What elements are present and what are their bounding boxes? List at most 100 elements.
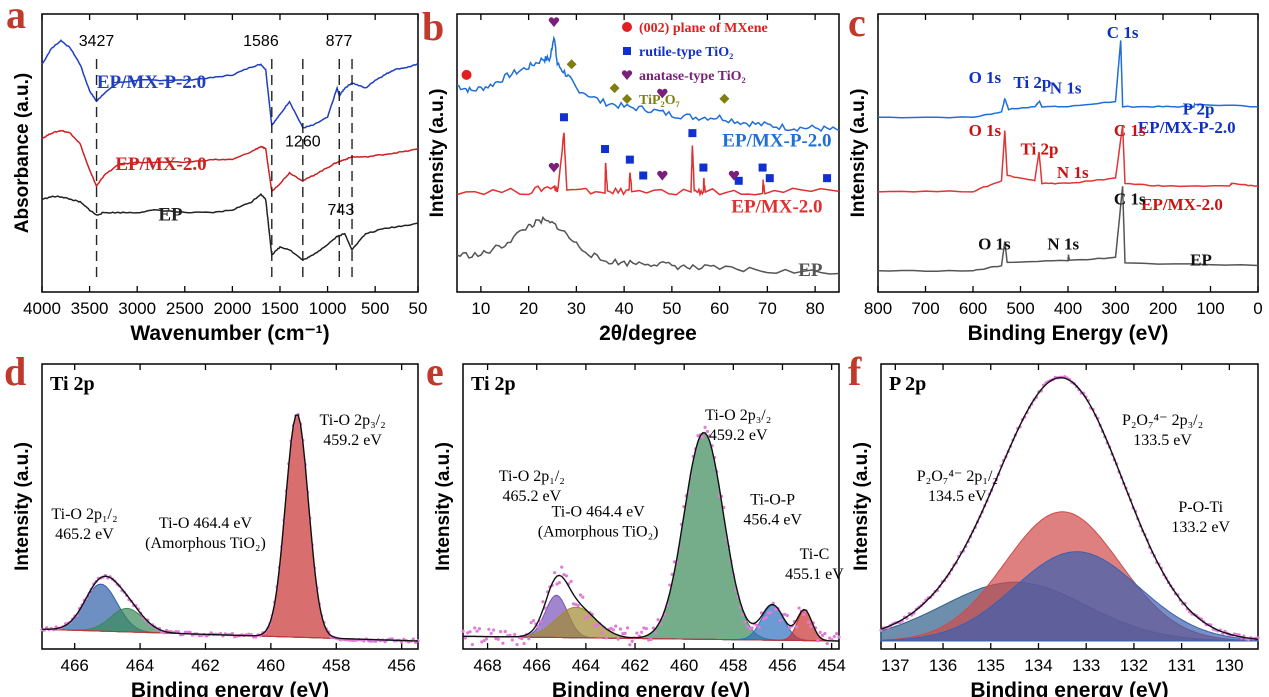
raw-data-point — [708, 434, 712, 438]
raw-data-point — [832, 634, 836, 639]
peak-label: Ti-O 464.4 eV — [552, 503, 646, 520]
x-tick-label: 0 — [1253, 299, 1262, 318]
square-marker — [688, 129, 697, 138]
panel-title: Ti 2p — [471, 373, 516, 395]
x-tick-label: 2000 — [213, 299, 251, 318]
raw-data-point — [527, 637, 531, 641]
x-tick-label: 137 — [881, 656, 909, 675]
x-tick-label: 700 — [911, 299, 939, 318]
raw-data-point — [757, 625, 761, 629]
raw-data-point — [795, 625, 799, 629]
peak-label: 459.2 eV — [709, 427, 768, 444]
peak-annotation: O 1s — [978, 235, 1011, 254]
raw-data-point — [482, 639, 486, 643]
raw-data-point — [564, 574, 569, 578]
series-line — [456, 132, 840, 197]
x-tick-label: 132 — [1120, 656, 1148, 675]
x-tick-label: 134 — [1024, 656, 1052, 675]
raw-data-point — [230, 632, 234, 636]
x-tick-label: 70 — [758, 299, 777, 318]
raw-data-point — [473, 626, 477, 630]
x-tick-label: 3500 — [71, 299, 109, 318]
diamond-marker — [719, 93, 730, 104]
raw-data-point — [649, 637, 653, 642]
plot-frame — [462, 363, 840, 650]
raw-data-point — [555, 582, 559, 586]
peak-annotation: EP/MX-2.0 — [1141, 195, 1223, 214]
raw-data-point — [828, 636, 832, 640]
peak-label: 465.2 eV — [502, 488, 561, 505]
raw-data-point — [806, 620, 811, 624]
x-tick-label: 30 — [567, 299, 586, 318]
peak-annotation: P 2p — [1183, 100, 1215, 119]
raw-data-point — [656, 618, 660, 622]
x-tick-label: 2500 — [166, 299, 204, 318]
x-tick-label: 500 — [1006, 299, 1034, 318]
x-axis-title: Wavenumber (cm⁻¹) — [130, 322, 329, 345]
peak-label: Ti-O 2p₁/₂ — [51, 506, 117, 523]
peak-label: Ti-C — [800, 546, 830, 563]
square-marker — [765, 174, 774, 183]
x-tick-label: 454 — [817, 656, 845, 675]
raw-data-point — [623, 631, 627, 635]
raw-data-point — [553, 571, 557, 575]
raw-data-point — [621, 632, 625, 636]
legend-entry: TiP₂O₇ — [639, 93, 680, 108]
peak-label: Ti-O 2p₁/₂ — [499, 468, 565, 485]
plot-frame — [41, 363, 419, 650]
square-marker — [734, 176, 743, 185]
diamond-marker — [622, 94, 632, 104]
raw-data-point — [362, 639, 366, 643]
raw-data-point — [616, 637, 620, 641]
peak-label: P-O-Ti — [1178, 499, 1223, 516]
panel-d: 466 464 462 460 458 456 Binding energy (eV) Int… — [4, 349, 420, 697]
peak-label: 133.5 eV — [1133, 432, 1192, 449]
raw-data-point — [750, 626, 754, 630]
series-line — [877, 40, 1258, 119]
series-line — [456, 35, 840, 133]
raw-data-point — [562, 573, 566, 577]
raw-data-point — [640, 630, 644, 634]
raw-data-point — [820, 633, 825, 638]
peak-label: 133.2 eV — [1171, 519, 1230, 536]
peak-annotation: N 1s — [1057, 163, 1089, 182]
raw-data-point — [701, 435, 705, 439]
x-tick-label: 133 — [1072, 656, 1100, 675]
raw-data-point — [600, 631, 604, 635]
peak-annotation: O 1s — [969, 121, 1002, 140]
raw-data-point — [797, 606, 801, 610]
square-marker — [639, 171, 648, 180]
raw-data-point — [522, 641, 526, 646]
series-line — [41, 193, 419, 261]
x-tick-label: 466 — [523, 656, 551, 675]
raw-data-point — [576, 603, 580, 608]
raw-data-point — [188, 630, 192, 634]
raw-data-point — [835, 632, 839, 636]
series-line — [41, 39, 419, 129]
panel-letter: b — [422, 4, 444, 49]
raw-data-point — [489, 631, 493, 635]
panel-b: 10 20 30 40 50 60 70 80 2θ/degree Intensity (a.u.… — [422, 4, 840, 345]
peak-label: Ti-O-P — [750, 492, 795, 509]
peak-label: 465.2 eV — [55, 526, 114, 543]
raw-data-point — [480, 640, 484, 644]
raw-data-point — [501, 641, 505, 645]
raw-data-point — [625, 626, 630, 630]
raw-data-point — [513, 632, 517, 637]
fit-envelope-line — [42, 414, 419, 642]
peak-label: 1586 — [243, 33, 279, 50]
raw-data-point — [635, 631, 639, 635]
square-marker — [559, 113, 568, 122]
x-tick-label: 131 — [1167, 656, 1195, 675]
series-line — [877, 125, 1258, 193]
y-axis-title: Absorbance (a.u.) — [12, 73, 33, 233]
x-tick-label: 1000 — [309, 299, 347, 318]
heart-marker — [657, 88, 668, 99]
raw-data-point — [769, 611, 773, 615]
raw-data-point — [520, 637, 524, 641]
panel-a: 4000 3500 3000 2500 2000 1500 1000 500 50 Wavenum… — [6, 0, 427, 345]
raw-data-point — [383, 640, 387, 644]
peak-label: 134.5 eV — [928, 488, 987, 505]
x-tick-label: 20 — [519, 299, 538, 318]
square-marker — [823, 174, 832, 183]
